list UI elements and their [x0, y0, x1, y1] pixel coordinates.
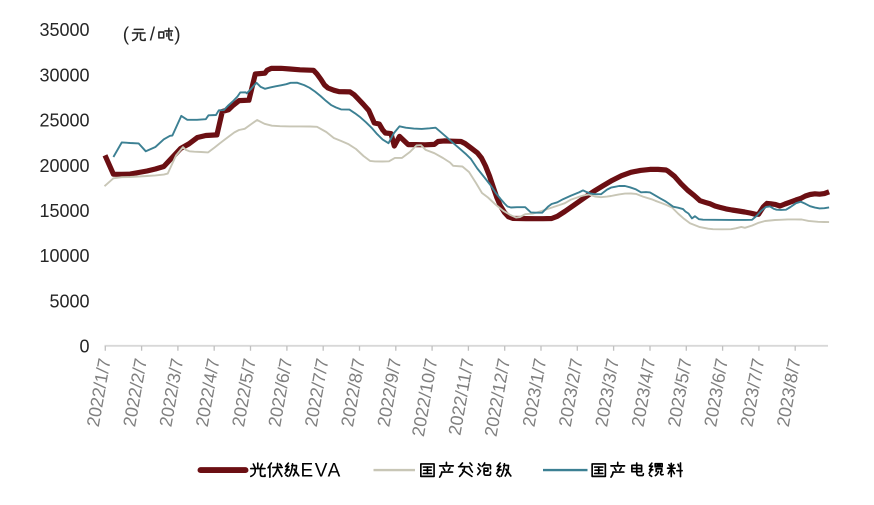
svg-text:10000: 10000: [39, 246, 89, 266]
svg-text:/: /: [150, 25, 156, 46]
svg-text:20000: 20000: [39, 156, 89, 176]
svg-text:15000: 15000: [39, 201, 89, 221]
svg-text:EVA: EVA: [301, 461, 342, 482]
svg-text:25000: 25000: [39, 111, 89, 131]
svg-text:35000: 35000: [39, 20, 89, 40]
svg-text:(: (: [123, 25, 130, 46]
svg-text:): ): [174, 25, 180, 46]
svg-text:0: 0: [79, 337, 89, 357]
svg-text:5000: 5000: [49, 292, 89, 312]
svg-text:30000: 30000: [39, 65, 89, 85]
